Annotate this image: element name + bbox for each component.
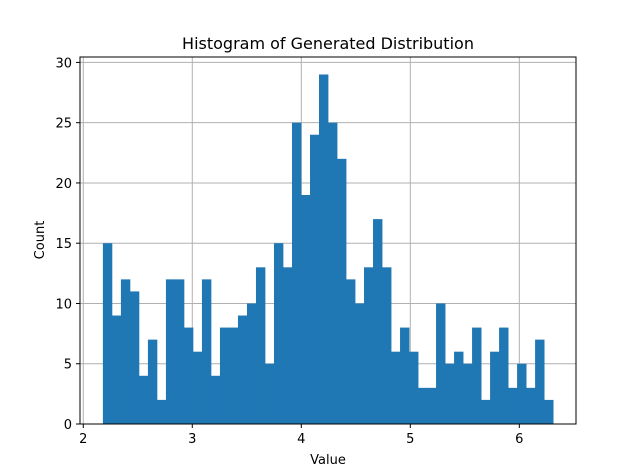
histogram-bar <box>120 279 131 424</box>
histogram-bar <box>526 387 536 424</box>
histogram-bar <box>138 375 149 424</box>
histogram-bar <box>174 279 185 424</box>
histogram-bar <box>508 387 518 424</box>
histogram-bar <box>481 399 491 424</box>
histogram-bars <box>102 74 554 425</box>
y-tick-label: 5 <box>64 358 72 373</box>
histogram-bar <box>418 387 428 424</box>
histogram-bar <box>228 327 239 424</box>
histogram-bar <box>156 399 167 424</box>
y-tick-label: 15 <box>55 237 72 252</box>
histogram-bar <box>490 351 500 424</box>
histogram-bar <box>183 327 194 424</box>
plot-frame <box>79 56 577 425</box>
histogram-bar <box>409 351 419 424</box>
histogram-bar <box>192 351 203 424</box>
histogram-bar <box>255 267 266 424</box>
y-tick-label: 20 <box>55 177 72 192</box>
histogram-bar <box>427 387 437 424</box>
histogram-bar <box>463 363 473 424</box>
histogram-bar <box>210 375 221 424</box>
x-tick-label: 4 <box>297 432 305 447</box>
histogram-bar <box>544 399 554 424</box>
histogram-bar <box>273 243 284 424</box>
histogram-bar <box>291 122 302 424</box>
histogram-bar <box>282 267 293 424</box>
histogram-bar <box>337 158 347 425</box>
histogram-bar <box>219 327 230 424</box>
x-tick-label: 6 <box>515 432 523 447</box>
histogram-bar <box>309 134 320 424</box>
histogram-bar <box>246 303 257 424</box>
histogram-bar <box>454 351 464 424</box>
histogram-bar <box>147 339 158 424</box>
histogram-bar <box>445 363 455 424</box>
histogram-bar <box>102 243 113 424</box>
histogram-bar <box>237 315 248 424</box>
axis-ticks: 2 3 4 5 6 0 5 10 15 20 25 30 <box>55 56 523 447</box>
y-tick-label: 10 <box>55 297 72 312</box>
histogram-bar <box>400 327 410 424</box>
y-tick-label: 30 <box>55 56 72 71</box>
y-tick-label: 25 <box>55 117 72 132</box>
histogram-bar <box>318 74 329 424</box>
x-tick-label: 2 <box>79 432 87 447</box>
chart-title: Histogram of Generated Distribution <box>182 34 474 53</box>
histogram-bar <box>111 315 122 424</box>
histogram-bar <box>264 363 275 424</box>
axes-frame <box>79 56 577 425</box>
histogram-bar <box>517 363 527 424</box>
x-tick-label: 5 <box>406 432 414 447</box>
histogram-bar <box>364 267 374 424</box>
histogram-bar <box>346 279 356 424</box>
y-tick-label: 0 <box>64 418 72 433</box>
histogram-bar <box>201 279 212 424</box>
histogram-bar <box>355 303 365 424</box>
histogram-bar <box>129 291 140 424</box>
histogram-bar <box>328 122 338 424</box>
histogram-bar <box>436 303 446 424</box>
histogram-bar <box>373 219 383 424</box>
histogram-bar <box>391 351 401 424</box>
histogram-bar <box>165 279 176 424</box>
histogram-bar <box>499 327 509 424</box>
histogram-bar <box>535 339 545 424</box>
x-axis-title: Value <box>310 453 346 468</box>
histogram-bar <box>472 327 482 424</box>
x-tick-label: 3 <box>188 432 196 447</box>
histogram-bar <box>382 267 392 424</box>
histogram-bar <box>300 195 311 424</box>
y-axis-title: Count <box>33 221 48 260</box>
